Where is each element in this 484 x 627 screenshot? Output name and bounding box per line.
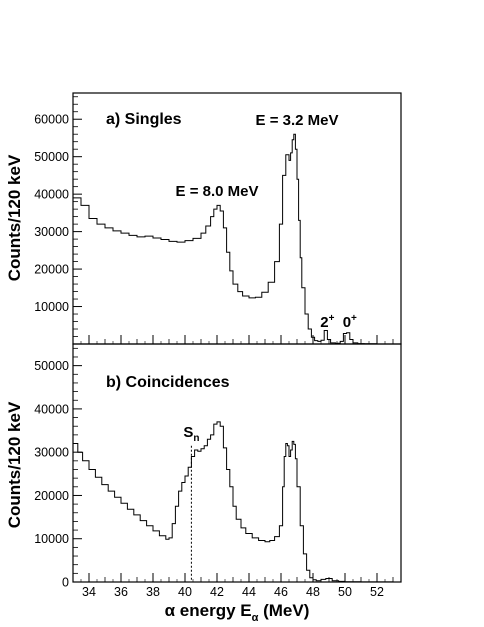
x-tick-label: 38 xyxy=(146,585,160,599)
singles-ytick-label: 40000 xyxy=(34,188,69,202)
coincidences-ytick-label: 20000 xyxy=(34,489,69,503)
singles-histogram xyxy=(73,133,393,345)
singles-ytick-label: 50000 xyxy=(34,150,69,164)
coincidences-y-axis-label: Counts/120 keV xyxy=(5,401,24,528)
x-tick-label: 42 xyxy=(210,585,224,599)
coincidences-ytick-label: 40000 xyxy=(34,402,69,416)
coincidences-title: b) Coincidences xyxy=(106,374,230,391)
coincidences-ytick-label: 50000 xyxy=(34,359,69,373)
singles-ytick-label: 10000 xyxy=(34,300,69,314)
singles-ticks: 10000 20000 30000 40000 50000 60000 xyxy=(34,96,402,344)
x-tick-label: 40 xyxy=(178,585,192,599)
x-tick-label: 50 xyxy=(338,585,352,599)
x-tick-label: 36 xyxy=(114,585,128,599)
coincidences-ytick-label: 0 xyxy=(62,576,69,590)
singles-ytick-label: 30000 xyxy=(34,225,69,239)
x-tick-label: 48 xyxy=(306,585,320,599)
x-axis-label: α energy Eα (MeV) xyxy=(165,601,310,624)
peak-label-2plus: 2+ xyxy=(320,313,334,331)
coincidences-histogram xyxy=(73,421,394,583)
peak-label-8-0-mev: E = 8.0 MeV xyxy=(176,183,259,200)
singles-ytick-label: 20000 xyxy=(34,263,69,277)
singles-y-axis-label: Counts/120 keV xyxy=(5,154,24,281)
singles-panel-frame xyxy=(72,92,402,345)
coincidences-ytick-label: 30000 xyxy=(34,446,69,460)
coincidences-ytick-label: 10000 xyxy=(34,532,69,546)
coincidences-ticks: 0 10000 20000 30000 40000 50000 34 36 38 40 42 44 46… xyxy=(34,347,402,599)
x-tick-label: 34 xyxy=(82,585,96,599)
sn-label: Sn xyxy=(183,424,199,444)
x-tick-label: 44 xyxy=(242,585,256,599)
coincidences-panel-frame xyxy=(72,343,402,583)
peak-label-3-2-mev: E = 3.2 MeV xyxy=(256,112,339,129)
x-tick-label: 52 xyxy=(370,585,384,599)
singles-title: a) Singles xyxy=(106,111,182,128)
peak-label-0plus: 0+ xyxy=(343,313,357,331)
x-tick-label: 46 xyxy=(274,585,288,599)
singles-ytick-label: 60000 xyxy=(34,113,69,127)
